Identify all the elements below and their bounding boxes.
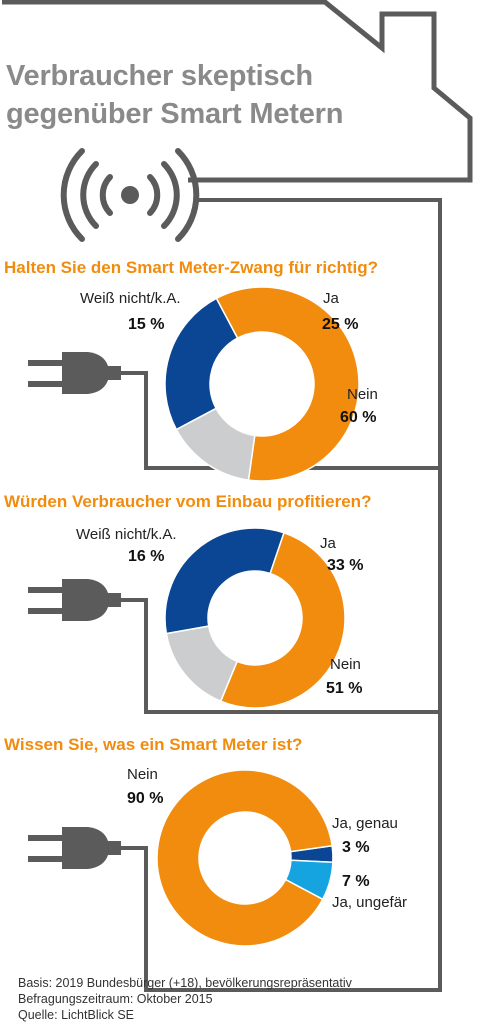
chart-1-label-ja: Ja bbox=[323, 290, 339, 307]
house-outline bbox=[2, 0, 473, 183]
donut-chart-smart-meter-wissen bbox=[156, 769, 334, 947]
chart-3-value-ja-genau: 3 % bbox=[342, 839, 370, 856]
chart-3-value-nein: 90 % bbox=[127, 790, 164, 807]
chart-2-label-ja: Ja bbox=[320, 535, 336, 552]
chart-1-slice-nein bbox=[215, 286, 360, 482]
footer-basis: Basis: 2019 Bundesbürger (+18), bevölker… bbox=[18, 976, 352, 990]
chart-2-slice-ja bbox=[164, 527, 285, 635]
chart-3-slice-nein bbox=[156, 769, 333, 947]
footer-zeitraum: Befragungszeitraum: Oktober 2015 bbox=[18, 992, 213, 1006]
donut-chart-profitieren bbox=[164, 527, 346, 709]
chart-1-slice-weiss-nicht-k-a bbox=[175, 407, 256, 481]
chart-3-label-ja-genau: Ja, genau bbox=[332, 815, 398, 832]
chart-3-value-ja-ungefaer: 7 % bbox=[342, 873, 370, 890]
wifi-signal-icon bbox=[60, 148, 200, 242]
chart-1-value-weiss-nicht: 15 % bbox=[128, 316, 165, 333]
chart-2-value-ja: 33 % bbox=[327, 557, 364, 574]
power-plug-icon bbox=[28, 579, 121, 621]
chart-3-question: Wissen Sie, was ein Smart Meter ist? bbox=[4, 735, 303, 754]
chart-1-value-ja: 25 % bbox=[322, 316, 359, 333]
chart-1-label-nein: Nein bbox=[347, 386, 378, 403]
chart-2-label-nein: Nein bbox=[330, 656, 361, 673]
chart-2-question: Würden Verbraucher vom Einbau profitiere… bbox=[4, 492, 372, 511]
chart-2-value-weiss-nicht: 16 % bbox=[128, 548, 165, 565]
power-plug-icon bbox=[28, 352, 121, 394]
page-title-line-1: Verbraucher skeptisch bbox=[6, 60, 313, 92]
footer-quelle: Quelle: LichtBlick SE bbox=[18, 1008, 135, 1022]
chart-1-label-weiss-nicht: Weiß nicht/k.A. bbox=[80, 290, 181, 307]
power-plug-icon bbox=[28, 827, 121, 869]
donut-chart-smart-meter-zwang bbox=[164, 286, 360, 482]
chart-2-value-nein: 51 % bbox=[326, 680, 363, 697]
chart-3-label-nein: Nein bbox=[127, 766, 158, 783]
chart-2-label-weiss-nicht: Weiß nicht/k.A. bbox=[76, 526, 177, 543]
chart-2-slice-weiss-nicht-k-a bbox=[165, 625, 239, 703]
chart-1-slice-ja bbox=[164, 297, 239, 431]
chart-2-slice-nein bbox=[219, 531, 346, 709]
chart-3-label-ja-ungefaer: Ja, ungefär bbox=[332, 894, 408, 911]
page-title-line-2: gegenüber Smart Metern bbox=[6, 98, 344, 130]
chart-1-value-nein: 60 % bbox=[340, 409, 377, 426]
chart-1-question: Halten Sie den Smart Meter-Zwang für ric… bbox=[4, 258, 379, 277]
